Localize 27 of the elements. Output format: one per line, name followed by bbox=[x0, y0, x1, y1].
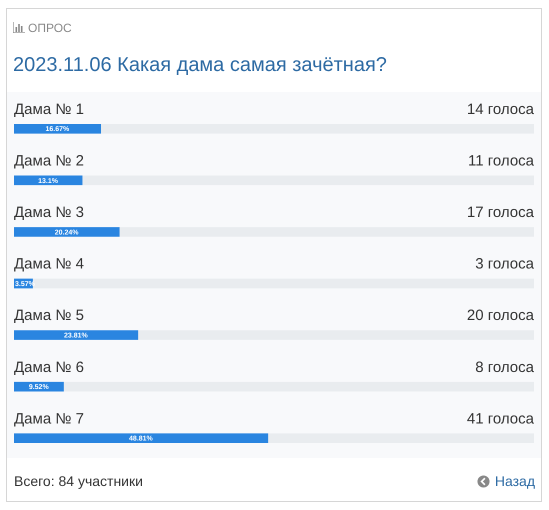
y-tick-label: Дама № 2 bbox=[14, 152, 84, 170]
annotation: 20 голоса bbox=[466, 307, 535, 324]
annotation: 11 голоса bbox=[468, 152, 535, 170]
bar bbox=[118, 227, 534, 237]
annotation: 17 голоса bbox=[466, 204, 535, 222]
text: Назад bbox=[494, 473, 535, 489]
annotation: 8 голоса bbox=[475, 358, 535, 376]
y-tick-label: Дама № 4 bbox=[14, 256, 84, 273]
bar bbox=[63, 382, 534, 392]
bar bbox=[267, 433, 534, 444]
y-tick-label: Дама № 5 bbox=[14, 307, 84, 324]
annotation: 14 голоса bbox=[466, 100, 535, 118]
bar bbox=[14, 433, 268, 444]
text: Всего: 84 участники bbox=[14, 473, 143, 489]
y-tick-label: Дама № 6 bbox=[14, 358, 84, 376]
chart-title: 2023.11.06 Какая дама самая зачётная? bbox=[13, 54, 387, 77]
annotation: 3 голоса bbox=[475, 256, 535, 273]
bar bbox=[100, 124, 534, 134]
y-tick-label: Дама № 1 bbox=[14, 100, 84, 118]
annotation: 41 голоса bbox=[466, 410, 535, 428]
chart-subtitle: ОПРОС bbox=[28, 21, 72, 35]
bar bbox=[82, 176, 534, 186]
y-tick-label: Дама № 7 bbox=[14, 410, 84, 428]
bar bbox=[14, 227, 120, 237]
bar bbox=[137, 330, 534, 340]
y-tick-label: Дама № 3 bbox=[14, 204, 84, 222]
bar bbox=[14, 330, 138, 340]
